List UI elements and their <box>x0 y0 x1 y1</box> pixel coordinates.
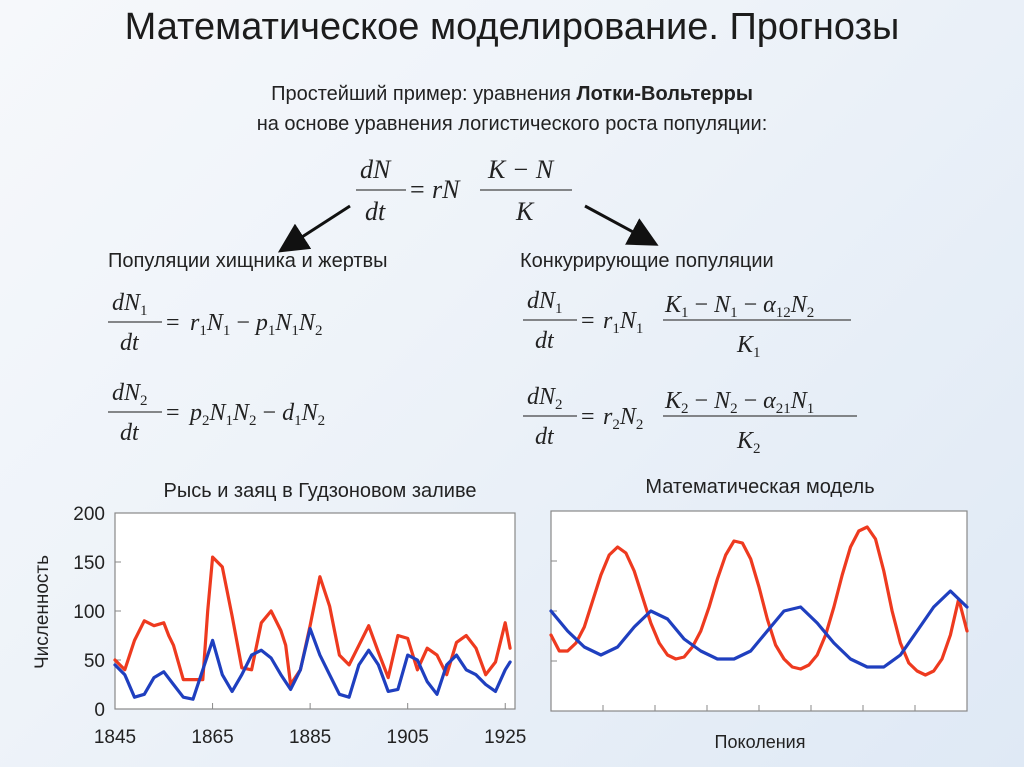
chart1-plot-area <box>114 512 516 710</box>
svg-text:dN: dN <box>360 155 392 184</box>
svg-text:K: K <box>515 197 535 226</box>
svg-text:=: = <box>410 175 425 204</box>
slide-title: Математическое моделирование. Прогнозы <box>124 6 900 48</box>
svg-text:K − N: K − N <box>487 155 555 184</box>
chart2-series-2-line <box>549 589 969 669</box>
svg-text:=: = <box>581 404 595 430</box>
intro-line-1-bold: Лотки-Вольтерры <box>576 83 753 105</box>
svg-text:rN: rN <box>432 175 461 204</box>
chart2-series-1-line <box>549 525 969 677</box>
chart1-xtick-label: 1905 <box>387 727 429 748</box>
chart2 <box>549 525 969 711</box>
chart1-xtick-label: 1845 <box>94 727 136 748</box>
chart1-xtick-label: 1865 <box>191 727 233 748</box>
svg-text:=: = <box>166 310 180 336</box>
chart2-x-axis-label: Поколения <box>715 732 806 752</box>
chart1-xtick-label: 1885 <box>289 727 331 748</box>
intro-line-1-prefix: Простейший пример: уравнения <box>271 83 577 105</box>
svg-text:dt: dt <box>535 424 555 450</box>
svg-text:p2N1N2 − d1N2: p2N1N2 − d1N2 <box>188 400 325 429</box>
chart1-y-axis-label: Численность <box>32 555 53 669</box>
chart1: 0 50 100 150 200 1845 1865 1885 1905 1925 <box>73 504 526 748</box>
chart2-title: Математическая модель <box>645 476 875 498</box>
svg-text:=: = <box>581 308 595 334</box>
logistic-equation: dN dt = rN K − N K <box>356 155 572 226</box>
left-heading: Популяции хищника и жертвы <box>108 250 388 272</box>
svg-text:dt: dt <box>365 197 386 226</box>
chart1-ytick-label: 100 <box>73 602 105 623</box>
intro-line-2: на основе уравнения логистического роста… <box>256 113 768 135</box>
intro-line-1: Простейший пример: уравнения Лотки-Вольт… <box>0 83 1024 106</box>
svg-text:r1N1 − p1N1N2: r1N1 − p1N1N2 <box>190 310 322 339</box>
svg-text:dt: dt <box>120 330 140 356</box>
svg-text:dt: dt <box>535 328 555 354</box>
chart1-ticks: 0 50 100 150 200 1845 1865 1885 1905 1925 <box>73 504 526 748</box>
chart1-series-2-line <box>113 626 512 701</box>
svg-text:K1 − N1 − α12N2: K1 − N1 − α12N2 <box>664 292 814 321</box>
chart1-ytick-label: 0 <box>94 700 105 721</box>
svg-text:dt: dt <box>120 420 140 446</box>
svg-text:=: = <box>166 400 180 426</box>
chart1-title: Рысь и заяц в Гудзоновом заливе <box>163 480 477 502</box>
arrow-right <box>584 204 659 246</box>
chart1-xtick-label: 1925 <box>484 727 526 748</box>
chart1-ytick-label: 50 <box>84 651 105 672</box>
right-heading: Конкурирующие популяции <box>520 250 774 272</box>
competition-equations: dN1 dt = r1N1 K1 − N1 − α12N2 K1 dN2 dt … <box>523 288 857 457</box>
chart2-plot-area <box>550 510 968 712</box>
arrow-left <box>277 204 351 253</box>
chart1-ytick-label: 200 <box>73 504 105 525</box>
predator-prey-equations: dN1 dt = r1N1 − p1N1N2 dN2 dt = p2N1N2 −… <box>108 290 325 446</box>
chart1-ytick-label: 150 <box>73 553 105 574</box>
